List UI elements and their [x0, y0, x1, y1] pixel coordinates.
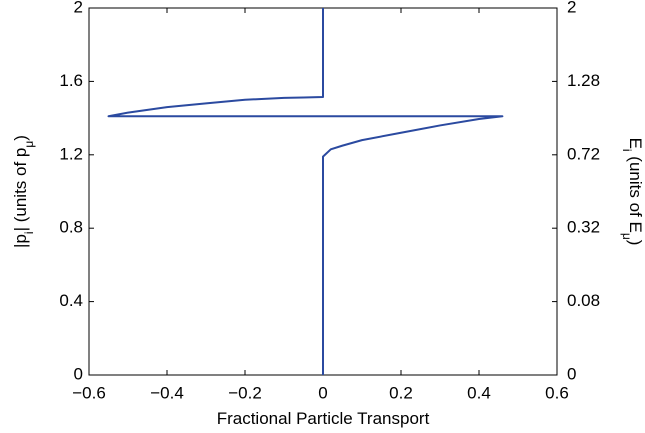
y2-tick-label: 1.28 [567, 71, 600, 90]
y2-tick-label: 0 [567, 364, 576, 383]
y-tick-label: 1.6 [59, 71, 83, 90]
x-tick-label: 0.2 [389, 383, 413, 402]
y-tick-label: 0 [74, 364, 83, 383]
y2-axis-label-part: E [626, 138, 645, 149]
x-axis-label: Fractional Particle Transport [217, 409, 430, 428]
y2-axis-label: Ei (units of Eμ) [620, 138, 645, 246]
y2-tick-label: 2 [567, 0, 576, 16]
y-axis-label-part: ) [11, 135, 30, 141]
y-tick-label: 1.2 [59, 144, 83, 163]
y-tick-label: 2 [74, 0, 83, 16]
y-tick-label: 0.4 [59, 291, 83, 310]
y-axis-label-part: | (units of p [11, 148, 30, 232]
y2-tick-label: 0.72 [567, 144, 600, 163]
y-axis-label: |pi| (units of pμ) [11, 135, 36, 248]
y-tick-label: 0.8 [59, 218, 83, 237]
y2-axis-label-part: i [620, 149, 634, 152]
y2-tick-label: 0.08 [567, 291, 600, 310]
y-axis-label-part: μ [22, 141, 36, 148]
x-tick-label: 0 [318, 383, 327, 402]
y2-axis-label-part: μ [620, 233, 634, 240]
data-line [107, 8, 504, 375]
y2-axis-label-part: ) [626, 240, 645, 246]
x-tick-label: −0.6 [72, 383, 106, 402]
x-tick-label: −0.4 [150, 383, 184, 402]
y-axis-label-part: |p [11, 234, 30, 248]
x-tick-label: 0.4 [467, 383, 491, 402]
x-tick-label: −0.2 [228, 383, 262, 402]
y2-tick-label: 0.32 [567, 218, 600, 237]
x-tick-label: 0.6 [545, 383, 569, 402]
y-axis-label-part: i [22, 231, 36, 234]
y2-axis-label-part: (units of E [626, 152, 645, 233]
